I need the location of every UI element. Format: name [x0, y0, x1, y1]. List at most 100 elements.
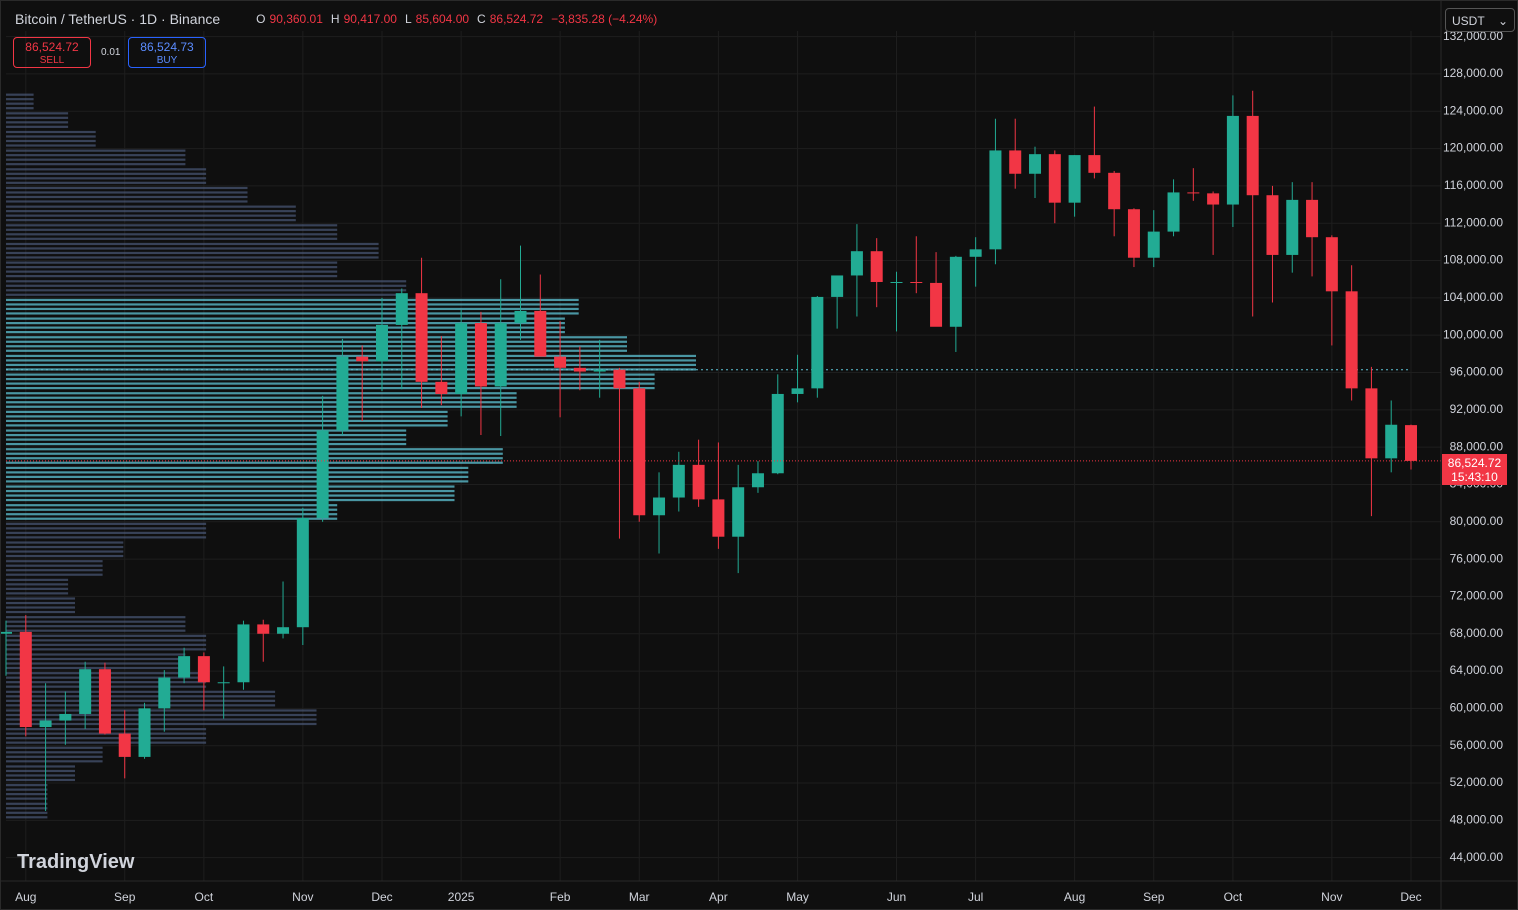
candle-body [890, 281, 903, 283]
volume-profile-row [6, 191, 248, 194]
volume-profile-row [6, 163, 186, 166]
volume-profile-row [6, 251, 379, 255]
y-tick-label: 60,000.00 [1450, 701, 1504, 715]
candle-body [375, 324, 388, 362]
candle-body [494, 323, 507, 387]
volume-profile-row [6, 494, 455, 497]
x-tick-label: 2025 [448, 890, 475, 904]
candle-body [712, 499, 725, 537]
x-tick-label: Aug [15, 890, 36, 904]
y-tick-label: 100,000.00 [1443, 327, 1503, 341]
y-tick-label: 64,000.00 [1450, 663, 1504, 677]
buy-button[interactable]: 86,524.73 BUY [128, 37, 206, 68]
volume-profile-row [6, 275, 338, 278]
x-tick-label: Aug [1064, 890, 1085, 904]
volume-profile-row [6, 405, 517, 408]
candle-body [1246, 115, 1259, 196]
candle-body [593, 369, 606, 372]
currency: USDT [1452, 14, 1485, 28]
volume-profile-row [6, 769, 75, 773]
volume-profile-row [6, 415, 448, 418]
volume-profile-row [6, 158, 186, 161]
volume-profile-row [6, 704, 276, 707]
volume-profile-row [6, 527, 207, 530]
candle-body [474, 323, 487, 387]
candle-body [554, 356, 567, 368]
volume-profile-row [6, 601, 75, 605]
volume-profile-row [6, 345, 627, 348]
volume-profile-row [6, 475, 469, 478]
ohlc-key: O [256, 12, 266, 26]
volume-profile-row [6, 755, 103, 758]
y-tick-label: 112,000.00 [1444, 215, 1503, 229]
ohlc-value: 90,360.01 [269, 12, 323, 26]
volume-profile-row [6, 280, 407, 283]
candle-body [771, 393, 784, 474]
volume-profile-row [6, 307, 579, 311]
candle-body [870, 251, 883, 282]
y-tick-label: 92,000.00 [1450, 402, 1504, 416]
volume-profile-row [6, 784, 48, 787]
volume-profile-row [6, 419, 448, 423]
volume-profile-row [6, 629, 186, 632]
volume-profile-row [6, 634, 207, 637]
volume-profile-row [6, 606, 75, 609]
change: −3,835.28 (−4.24%) [551, 12, 658, 26]
quantity: 0.01 [101, 47, 121, 58]
volume-profile-row [6, 363, 696, 367]
volume-profile-row [6, 125, 69, 128]
volume-profile-row [6, 471, 469, 474]
volume-profile-row [6, 564, 103, 567]
ohlc-value: 90,417.00 [343, 12, 397, 26]
volume-profile-row [6, 336, 627, 339]
candle-body [19, 631, 32, 728]
symbol[interactable]: Bitcoin / TetherUS · 1D · Binance [15, 11, 221, 27]
volume-profile-row [6, 298, 579, 302]
candle-body [1088, 155, 1101, 173]
volume-profile-row [6, 237, 338, 240]
brand: TradingView [17, 851, 135, 873]
y-tick-label: 68,000.00 [1450, 626, 1504, 640]
volume-profile-row [6, 807, 48, 810]
volume-profile-row [6, 718, 317, 721]
volume-profile-row [6, 228, 338, 231]
volume-profile-row [6, 774, 75, 777]
candle-body [534, 310, 547, 357]
candle-body [514, 310, 527, 324]
y-tick-label: 132,000.00 [1443, 29, 1503, 43]
y-tick-label: 56,000.00 [1450, 738, 1504, 752]
y-tick-label: 116,000.00 [1444, 178, 1503, 192]
symbol-header: Bitcoin / TetherUS · 1D · Binance O 90,36… [15, 11, 661, 27]
volume-profile-row [6, 560, 103, 563]
volume-profile-row [6, 386, 655, 390]
brand-logo[interactable]: TradingView [17, 851, 134, 874]
volume-profile-row [6, 751, 103, 754]
volume-profile-row [6, 573, 103, 576]
candle-body [1207, 193, 1220, 205]
y-tick-label: 88,000.00 [1450, 439, 1504, 453]
volume-profile-row [6, 396, 517, 399]
candle-body [672, 464, 685, 498]
volume-profile-row [6, 653, 186, 656]
candle-body [633, 388, 646, 516]
candle-body [969, 249, 982, 257]
volume-profile-row [6, 583, 69, 586]
sell-button[interactable]: 86,524.72 SELL [13, 37, 91, 68]
volume-profile-row [6, 578, 69, 581]
candle-body [573, 367, 586, 372]
y-tick-label: 76,000.00 [1450, 551, 1504, 565]
y-tick-label: 124,000.00 [1443, 103, 1503, 117]
volume-profile-row [6, 200, 248, 203]
volume-profile-row [6, 545, 124, 549]
volume-profile-row [6, 457, 503, 460]
currency-select[interactable]: USDT ⌄ [1445, 8, 1515, 32]
volume-profile-row [6, 802, 48, 805]
volume-profile-row [6, 639, 207, 642]
candle-body [1068, 155, 1081, 203]
candle-body [791, 388, 804, 394]
candle-body [39, 720, 52, 728]
volume-profile-row [6, 116, 69, 119]
volume-profile-row [6, 498, 455, 502]
volume-profile-row [6, 811, 48, 814]
